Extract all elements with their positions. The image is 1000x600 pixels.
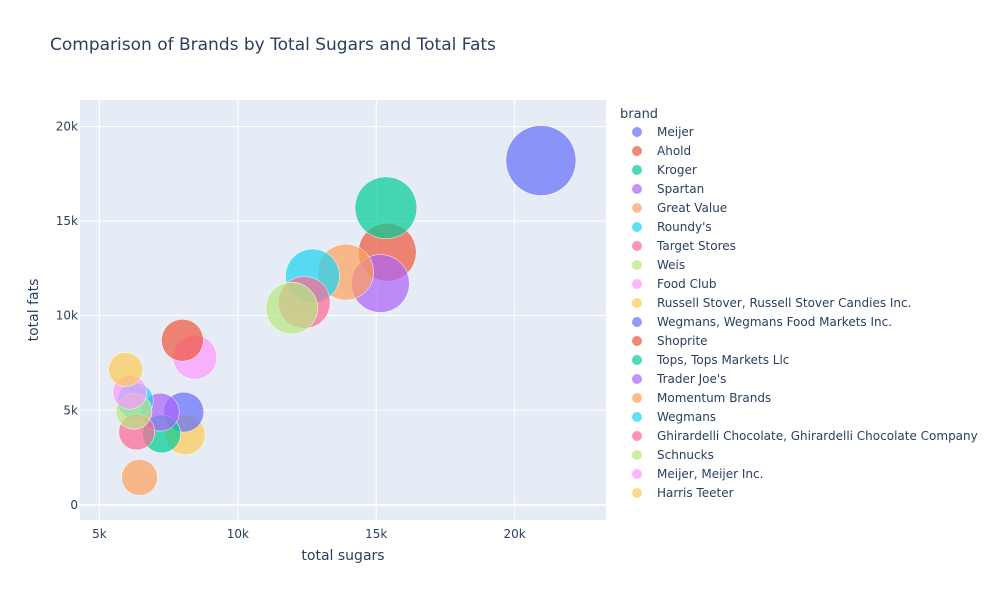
legend-label: Tops, Tops Markets Llc	[656, 353, 789, 367]
bubble-marker[interactable]	[121, 459, 158, 496]
bubble-marker[interactable]	[265, 281, 319, 335]
y-tick-label: 20k	[56, 119, 78, 133]
legend-swatch	[632, 165, 642, 175]
legend-swatch	[632, 127, 642, 137]
legend-swatch	[632, 298, 642, 308]
y-tick-label: 0	[70, 498, 78, 512]
legend-item[interactable]: Food Club	[632, 277, 717, 291]
legend-label: Meijer, Meijer Inc.	[657, 467, 763, 481]
legend-label: Roundy's	[657, 220, 712, 234]
bubble-marker[interactable]	[354, 176, 418, 240]
legend-item[interactable]: Spartan	[632, 182, 704, 196]
legend-label: Trader Joe's	[656, 372, 726, 386]
legend-item[interactable]: Target Stores	[632, 239, 736, 253]
legend-label: Weis	[657, 258, 685, 272]
legend-swatch	[632, 260, 642, 270]
legend-label: Harris Teeter	[657, 486, 734, 500]
x-tick-label: 20k	[504, 527, 526, 541]
legend-label: Wegmans, Wegmans Food Markets Inc.	[657, 315, 892, 329]
legend-item[interactable]: Roundy's	[632, 220, 712, 234]
y-axis-title: total fats	[26, 279, 42, 342]
legend-label: Ahold	[657, 144, 691, 158]
legend-label: Meijer	[657, 125, 694, 139]
legend-swatch	[632, 412, 642, 422]
legend-swatch	[632, 469, 642, 479]
legend-swatch	[632, 241, 642, 251]
x-tick-label: 15k	[365, 527, 387, 541]
legend-item[interactable]: Momentum Brands	[632, 391, 771, 405]
legend-label: Wegmans	[657, 410, 716, 424]
legend-swatch	[632, 317, 642, 327]
legend-item[interactable]: Harris Teeter	[632, 486, 734, 500]
legend-swatch	[632, 146, 642, 156]
legend-item[interactable]: Russell Stover, Russell Stover Candies I…	[632, 296, 911, 310]
legend-item[interactable]: Wegmans	[632, 410, 716, 424]
legend-item[interactable]: Meijer	[632, 125, 694, 139]
legend-item[interactable]: Weis	[632, 258, 685, 272]
legend-swatch	[632, 279, 642, 289]
legend-title: brand	[620, 107, 658, 122]
legend-label: Schnucks	[657, 448, 714, 462]
legend-item[interactable]: Great Value	[632, 201, 727, 215]
bubble-marker[interactable]	[161, 319, 204, 362]
legend-swatch	[632, 203, 642, 213]
legend-item[interactable]: Tops, Tops Markets Llc	[632, 353, 789, 367]
legend-label: Momentum Brands	[657, 391, 771, 405]
bubble-marker[interactable]	[108, 352, 143, 387]
bubble-markers	[108, 125, 577, 496]
legend-label: Target Stores	[656, 239, 736, 253]
legend-swatch	[632, 336, 642, 346]
legend-item[interactable]: Trader Joe's	[632, 372, 726, 386]
legend-item[interactable]: Ghirardelli Chocolate, Ghirardelli Choco…	[632, 429, 978, 443]
legend-swatch	[632, 355, 642, 365]
legend-swatch	[632, 222, 642, 232]
legend-item[interactable]: Meijer, Meijer Inc.	[632, 467, 763, 481]
legend-label: Spartan	[657, 182, 704, 196]
legend-item[interactable]: Wegmans, Wegmans Food Markets Inc.	[632, 315, 892, 329]
legend-swatch	[632, 431, 642, 441]
axis-ticks: 5k 10k 15k 20k 0 5k 10k 15k 20k	[56, 119, 526, 541]
legend-label: Russell Stover, Russell Stover Candies I…	[657, 296, 911, 310]
legend-item[interactable]: Ahold	[632, 144, 691, 158]
x-tick-label: 10k	[227, 527, 249, 541]
legend-item[interactable]: Kroger	[632, 163, 697, 177]
legend-label: Great Value	[657, 201, 727, 215]
legend-swatch	[632, 374, 642, 384]
legend: Meijer Ahold Kroger Spartan Great Value Round…	[632, 125, 978, 500]
x-tick-label: 5k	[92, 527, 107, 541]
chart-title: Comparison of Brands by Total Sugars and…	[50, 35, 496, 55]
y-tick-label: 10k	[56, 309, 78, 323]
y-tick-label: 15k	[56, 214, 78, 228]
y-tick-label: 5k	[63, 403, 78, 417]
legend-swatch	[632, 393, 642, 403]
x-axis-title: total sugars	[301, 548, 384, 564]
legend-item[interactable]: Schnucks	[632, 448, 714, 462]
bubble-marker[interactable]	[505, 125, 577, 196]
legend-swatch	[632, 488, 642, 498]
legend-label: Ghirardelli Chocolate, Ghirardelli Choco…	[657, 429, 978, 443]
legend-swatch	[632, 184, 642, 194]
legend-label: Shoprite	[657, 334, 708, 348]
legend-swatch	[632, 450, 642, 460]
legend-label: Kroger	[657, 163, 697, 177]
legend-label: Food Club	[657, 277, 717, 291]
legend-item[interactable]: Shoprite	[632, 334, 708, 348]
